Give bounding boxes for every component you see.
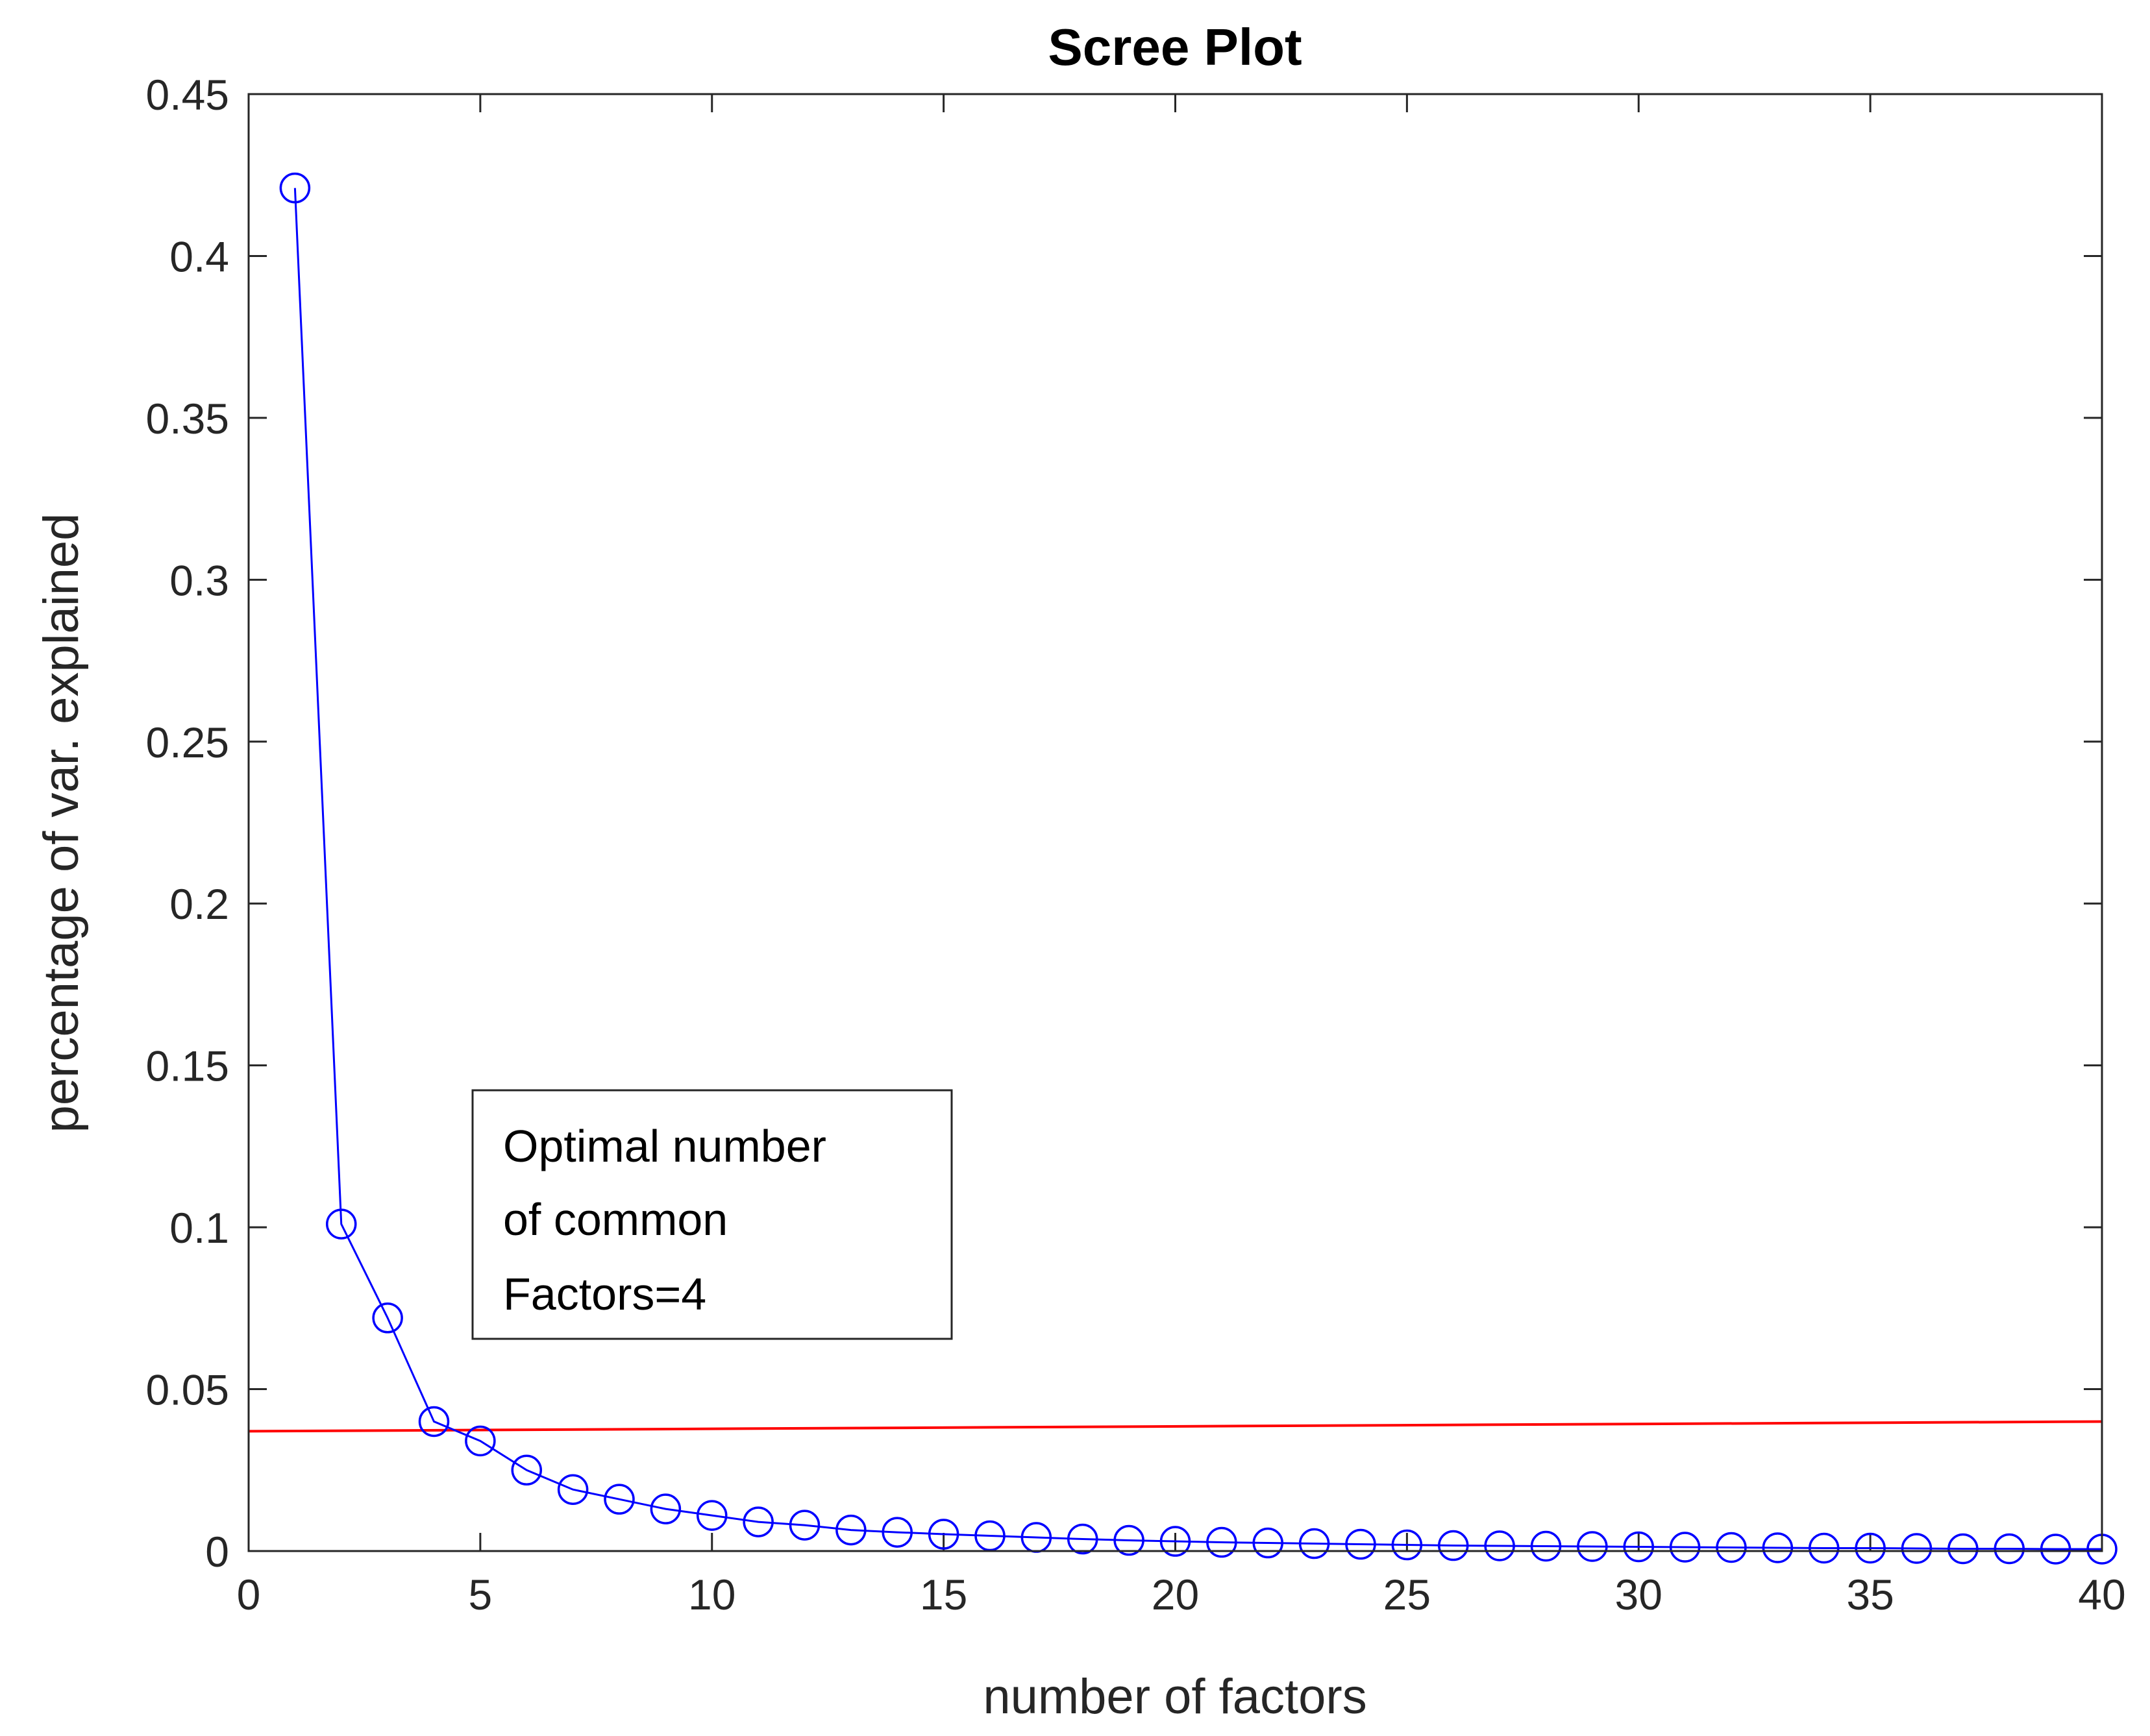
data-point-marker <box>418 1406 450 1437</box>
data-point-marker <box>1206 1526 1237 1558</box>
data-point-marker <box>835 1514 867 1546</box>
data-point-marker <box>1067 1523 1098 1555</box>
series-line <box>293 188 2102 1550</box>
data-point-marker <box>1252 1527 1283 1559</box>
data-point-marker <box>1438 1530 1469 1561</box>
annotation-line-1: Optimal number <box>503 1121 826 1171</box>
data-point-marker <box>789 1510 821 1541</box>
annotation-border <box>471 1089 953 1340</box>
x-tick-label: 20 <box>1152 1571 1199 1619</box>
data-point-marker <box>882 1517 913 1548</box>
y-axis-label: percentage of var. explained <box>34 513 89 1133</box>
y-tick-label: 0.4 <box>169 232 229 280</box>
data-point-marker <box>1716 1532 1747 1563</box>
data-point-marker <box>1669 1532 1701 1563</box>
threshold-line <box>248 1420 2103 1433</box>
data-point-marker <box>511 1454 542 1486</box>
y-tick-label: 0.3 <box>169 556 229 604</box>
x-tick-label: 30 <box>1615 1571 1662 1619</box>
y-tick-label: 0.05 <box>146 1366 229 1414</box>
x-tick-label: 10 <box>688 1571 735 1619</box>
y-tick-label: 0.35 <box>146 395 229 443</box>
data-point-marker <box>1855 1532 1886 1564</box>
annotation-box: Optimal number of common Factors=4 <box>471 1089 953 1340</box>
annotation-line-3: Factors=4 <box>503 1269 706 1319</box>
data-point-marker <box>326 1208 357 1240</box>
y-tick-label: 0.15 <box>146 1042 229 1090</box>
y-tick-label: 0.2 <box>169 880 229 928</box>
data-point-marker <box>557 1474 589 1505</box>
data-point-marker <box>1530 1530 1562 1562</box>
data-point-marker <box>1994 1533 2025 1565</box>
x-tick-label: 15 <box>920 1571 967 1619</box>
data-point-marker <box>1947 1533 1979 1565</box>
data-point-marker <box>1623 1531 1654 1563</box>
x-tick-label: 0 <box>237 1571 261 1619</box>
y-tick-label: 0.25 <box>146 718 229 766</box>
data-point-marker <box>1113 1524 1144 1556</box>
y-tick-label: 0 <box>205 1528 229 1576</box>
x-axis-label: number of factors <box>983 1669 1366 1724</box>
data-point-marker <box>1159 1526 1191 1557</box>
y-tick-label: 0.1 <box>169 1204 229 1252</box>
data-point-marker <box>1577 1531 1608 1562</box>
x-tick-label: 35 <box>1846 1571 1894 1619</box>
data-point-marker <box>697 1500 728 1531</box>
data-point-marker <box>1345 1528 1376 1560</box>
data-point-marker <box>465 1425 496 1457</box>
data-point-marker <box>2040 1534 2071 1565</box>
annotation-line-2: of common <box>503 1194 728 1245</box>
data-point-marker <box>743 1506 774 1537</box>
x-tick-label: 40 <box>2078 1571 2125 1619</box>
plot-area-frame <box>247 93 2103 1552</box>
data-point-marker <box>1762 1532 1794 1563</box>
data-point-marker <box>604 1484 635 1515</box>
data-point-marker <box>1298 1528 1330 1559</box>
data-point-marker <box>1901 1533 1933 1564</box>
data-point-marker <box>372 1302 403 1334</box>
x-tick-label: 5 <box>469 1571 493 1619</box>
y-tick-label: 0.45 <box>146 71 229 119</box>
data-point-marker <box>928 1519 959 1550</box>
data-point-marker <box>1809 1532 1840 1564</box>
data-point-marker <box>279 172 311 204</box>
x-tick-label: 25 <box>1383 1571 1431 1619</box>
data-point-marker <box>1391 1529 1423 1561</box>
chart-title: Scree Plot <box>1048 18 1302 76</box>
data-point-marker <box>650 1493 682 1524</box>
tick-layer: 0 5 10 15 20 25 30 35 40 0 0.05 0.1 0.15 0.2 0.25 0.3 0.… <box>146 71 2126 1619</box>
data-point-marker <box>1484 1530 1515 1561</box>
